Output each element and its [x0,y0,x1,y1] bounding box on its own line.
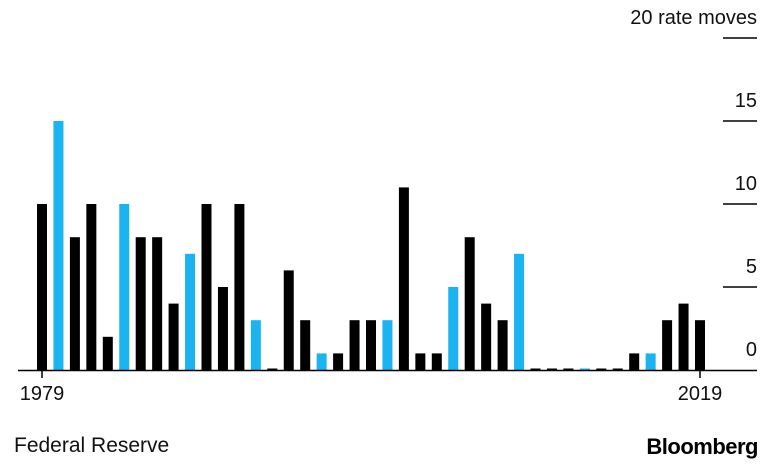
x-tick-label-2019: 2019 [678,383,723,405]
bar-2002 [415,353,426,370]
bar-1980 [53,121,64,370]
y-tick-label-0: 0 [746,339,757,361]
y-tick-label-10: 10 [735,173,757,195]
bar-1993 [267,368,278,370]
bar-2008 [514,253,525,370]
bar-1994 [283,270,294,370]
bar-2009 [530,368,541,370]
bar-2019 [695,320,705,370]
bar-2011 [563,368,574,370]
bar-1989 [201,204,212,370]
bar-2007 [497,320,508,370]
bar-2014 [612,368,623,370]
bar-1990 [217,287,228,370]
bar-1995 [300,320,311,370]
bar-1982 [86,204,97,370]
bar-2015 [629,353,640,370]
bar-2001 [398,187,409,370]
y-tick-label-20: 20 rate moves [630,7,757,29]
bar-1983 [102,336,113,370]
bar-2016 [645,353,656,370]
bar-2006 [481,303,492,370]
y-tick-label-15: 15 [735,90,757,112]
bar-2003 [431,353,442,370]
bar-1986 [152,237,163,370]
bar-1979 [37,204,47,370]
bar-2010 [546,368,557,370]
bar-1985 [135,237,146,370]
bar-2018 [678,303,689,370]
bar-1981 [69,237,80,370]
bar-2017 [662,320,673,370]
bar-2013 [596,368,607,370]
bar-1997 [333,353,344,370]
bar-2004 [448,287,459,370]
bar-1984 [119,204,130,370]
bar-1992 [250,320,261,370]
bar-1987 [168,303,179,370]
bar-2000 [382,320,393,370]
bar-1999 [366,320,376,370]
brand-logo: Bloomberg [646,434,758,459]
bar-1991 [234,204,245,370]
y-tick-label-5: 5 [746,256,757,278]
bar-1988 [185,253,196,370]
bar-1996 [316,353,327,370]
bar-1998 [349,320,360,370]
x-tick-label-1979: 1979 [20,383,65,405]
bar-2005 [464,237,475,370]
bar-2012 [579,368,590,370]
source-label: Federal Reserve [14,434,170,457]
